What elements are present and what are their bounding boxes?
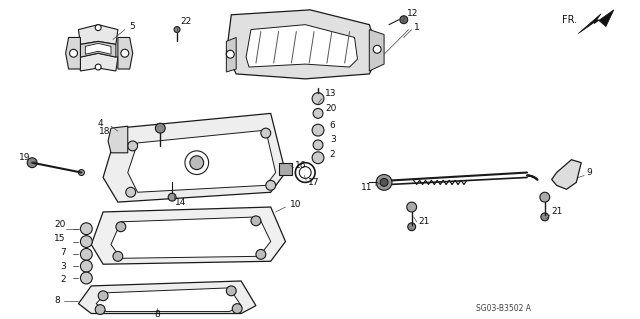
Polygon shape [111, 217, 271, 258]
Circle shape [232, 304, 242, 314]
Text: 7: 7 [60, 248, 66, 257]
Polygon shape [103, 113, 285, 202]
Text: 4: 4 [97, 119, 103, 128]
Circle shape [27, 158, 37, 167]
Text: 18: 18 [99, 127, 110, 136]
Circle shape [373, 45, 381, 53]
Text: 13: 13 [325, 89, 337, 98]
Text: 5: 5 [130, 22, 136, 31]
Circle shape [541, 213, 548, 221]
Circle shape [168, 193, 176, 201]
Circle shape [266, 181, 276, 190]
Text: 2: 2 [60, 275, 66, 284]
Circle shape [261, 128, 271, 138]
Text: 21: 21 [419, 217, 430, 226]
Text: 11: 11 [361, 183, 372, 192]
Circle shape [126, 187, 136, 197]
Circle shape [408, 223, 415, 231]
Circle shape [79, 170, 84, 175]
Text: 20: 20 [325, 104, 336, 113]
Text: 10: 10 [291, 200, 302, 209]
Circle shape [312, 93, 324, 105]
Polygon shape [579, 10, 614, 33]
Circle shape [113, 251, 123, 261]
Text: 8: 8 [154, 310, 160, 319]
Circle shape [256, 249, 266, 259]
Text: 20: 20 [54, 220, 66, 229]
Text: SG03-B3502 A: SG03-B3502 A [476, 304, 531, 313]
Polygon shape [369, 30, 384, 71]
Text: 21: 21 [552, 207, 563, 217]
Polygon shape [128, 130, 276, 192]
Text: 19: 19 [19, 153, 31, 162]
Text: 6: 6 [330, 121, 335, 130]
Polygon shape [227, 37, 236, 72]
Polygon shape [246, 25, 358, 67]
Circle shape [116, 222, 126, 232]
Circle shape [81, 223, 92, 235]
Circle shape [540, 192, 550, 202]
Text: 3: 3 [60, 262, 66, 271]
Circle shape [95, 64, 101, 70]
Text: 2: 2 [330, 150, 335, 159]
Circle shape [400, 16, 408, 24]
Circle shape [174, 26, 180, 33]
Text: 12: 12 [407, 9, 418, 18]
Polygon shape [552, 160, 581, 189]
Circle shape [128, 141, 138, 151]
Bar [278, 163, 292, 174]
Text: 22: 22 [180, 17, 191, 26]
Text: 3: 3 [330, 136, 335, 145]
Text: FR.: FR. [561, 15, 577, 25]
Polygon shape [81, 41, 116, 57]
Polygon shape [92, 207, 285, 264]
Polygon shape [96, 288, 241, 312]
Circle shape [81, 249, 92, 260]
Circle shape [81, 236, 92, 248]
Polygon shape [108, 126, 128, 153]
Text: 8: 8 [54, 296, 60, 305]
Circle shape [376, 174, 392, 190]
Polygon shape [66, 37, 81, 69]
Text: 15: 15 [54, 234, 66, 243]
Polygon shape [85, 43, 111, 54]
Circle shape [81, 260, 92, 272]
Polygon shape [79, 53, 118, 71]
Text: 16: 16 [295, 161, 307, 170]
Circle shape [313, 140, 323, 150]
Polygon shape [79, 25, 118, 44]
Circle shape [407, 202, 417, 212]
Circle shape [95, 25, 101, 31]
Polygon shape [118, 37, 132, 69]
Text: 9: 9 [586, 168, 592, 177]
Circle shape [312, 124, 324, 136]
Circle shape [380, 178, 388, 186]
Circle shape [70, 49, 77, 57]
Text: 1: 1 [413, 23, 419, 32]
Circle shape [121, 49, 129, 57]
Text: 14: 14 [175, 197, 186, 207]
Circle shape [190, 156, 204, 170]
Circle shape [313, 108, 323, 118]
Circle shape [300, 167, 311, 178]
Circle shape [227, 50, 234, 58]
Circle shape [312, 152, 324, 164]
Circle shape [227, 286, 236, 296]
Circle shape [251, 216, 261, 226]
Polygon shape [227, 10, 379, 79]
Polygon shape [79, 281, 256, 314]
Circle shape [156, 123, 165, 133]
Text: 17: 17 [308, 178, 319, 187]
Circle shape [98, 291, 108, 301]
Circle shape [95, 305, 105, 315]
Circle shape [81, 272, 92, 284]
